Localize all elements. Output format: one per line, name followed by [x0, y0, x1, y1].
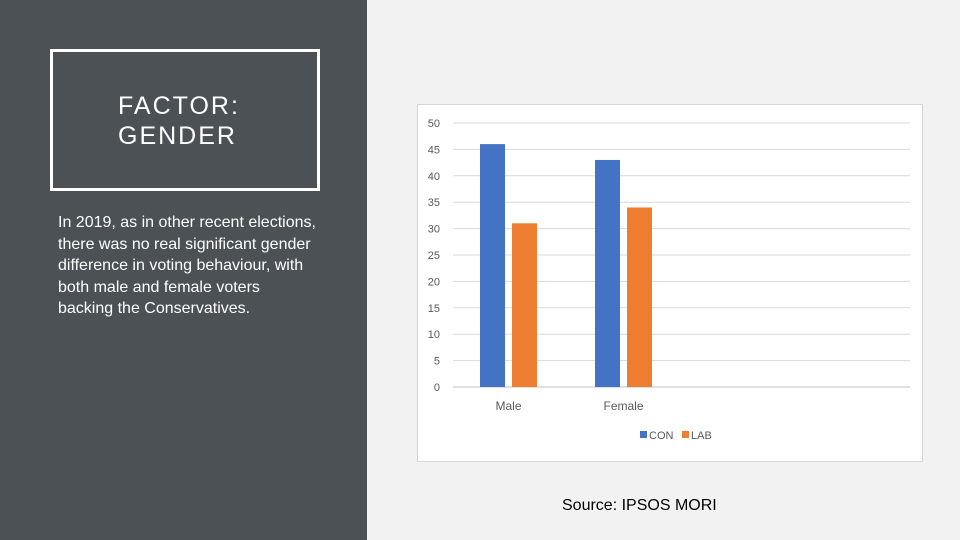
legend-swatch-lab [682, 431, 689, 438]
y-tick-label: 45 [428, 144, 440, 156]
bar-lab-female [627, 207, 652, 387]
title-box: FACTOR: GENDER [50, 49, 320, 191]
slide-title: FACTOR: GENDER [118, 91, 240, 151]
source-caption: Source: IPSOS MORI [562, 497, 717, 514]
y-tick-label: 25 [428, 250, 440, 262]
legend-label-con: CON [649, 430, 674, 442]
y-tick-label: 15 [428, 303, 440, 315]
y-tick-label: 20 [428, 276, 440, 288]
chart-frame: 0 5 10 15 20 25 30 35 40 45 50 Male Female CON LAB [417, 104, 923, 462]
y-tick-label: 5 [434, 356, 440, 368]
y-tick-label: 0 [434, 382, 440, 394]
bar-con-male [480, 144, 505, 387]
x-tick-label: Male [495, 399, 521, 413]
y-tick-label: 50 [428, 118, 440, 130]
legend-swatch-con [640, 431, 647, 438]
y-tick-label: 35 [428, 197, 440, 209]
left-panel [0, 0, 367, 540]
y-tick-label: 40 [428, 171, 440, 183]
x-tick-label: Female [603, 399, 643, 413]
y-tick-label: 30 [428, 224, 440, 236]
legend-label-lab: LAB [691, 430, 712, 442]
bar-con-female [595, 159, 620, 387]
bar-lab-male [512, 223, 537, 387]
slide-body-text: In 2019, as in other recent elections, t… [58, 214, 316, 317]
bar-chart: 0 5 10 15 20 25 30 35 40 45 50 Male Female CON LAB [428, 118, 910, 442]
title-line-2: GENDER [118, 122, 237, 150]
y-tick-label: 10 [428, 329, 440, 341]
title-line-1: FACTOR: [118, 92, 240, 120]
